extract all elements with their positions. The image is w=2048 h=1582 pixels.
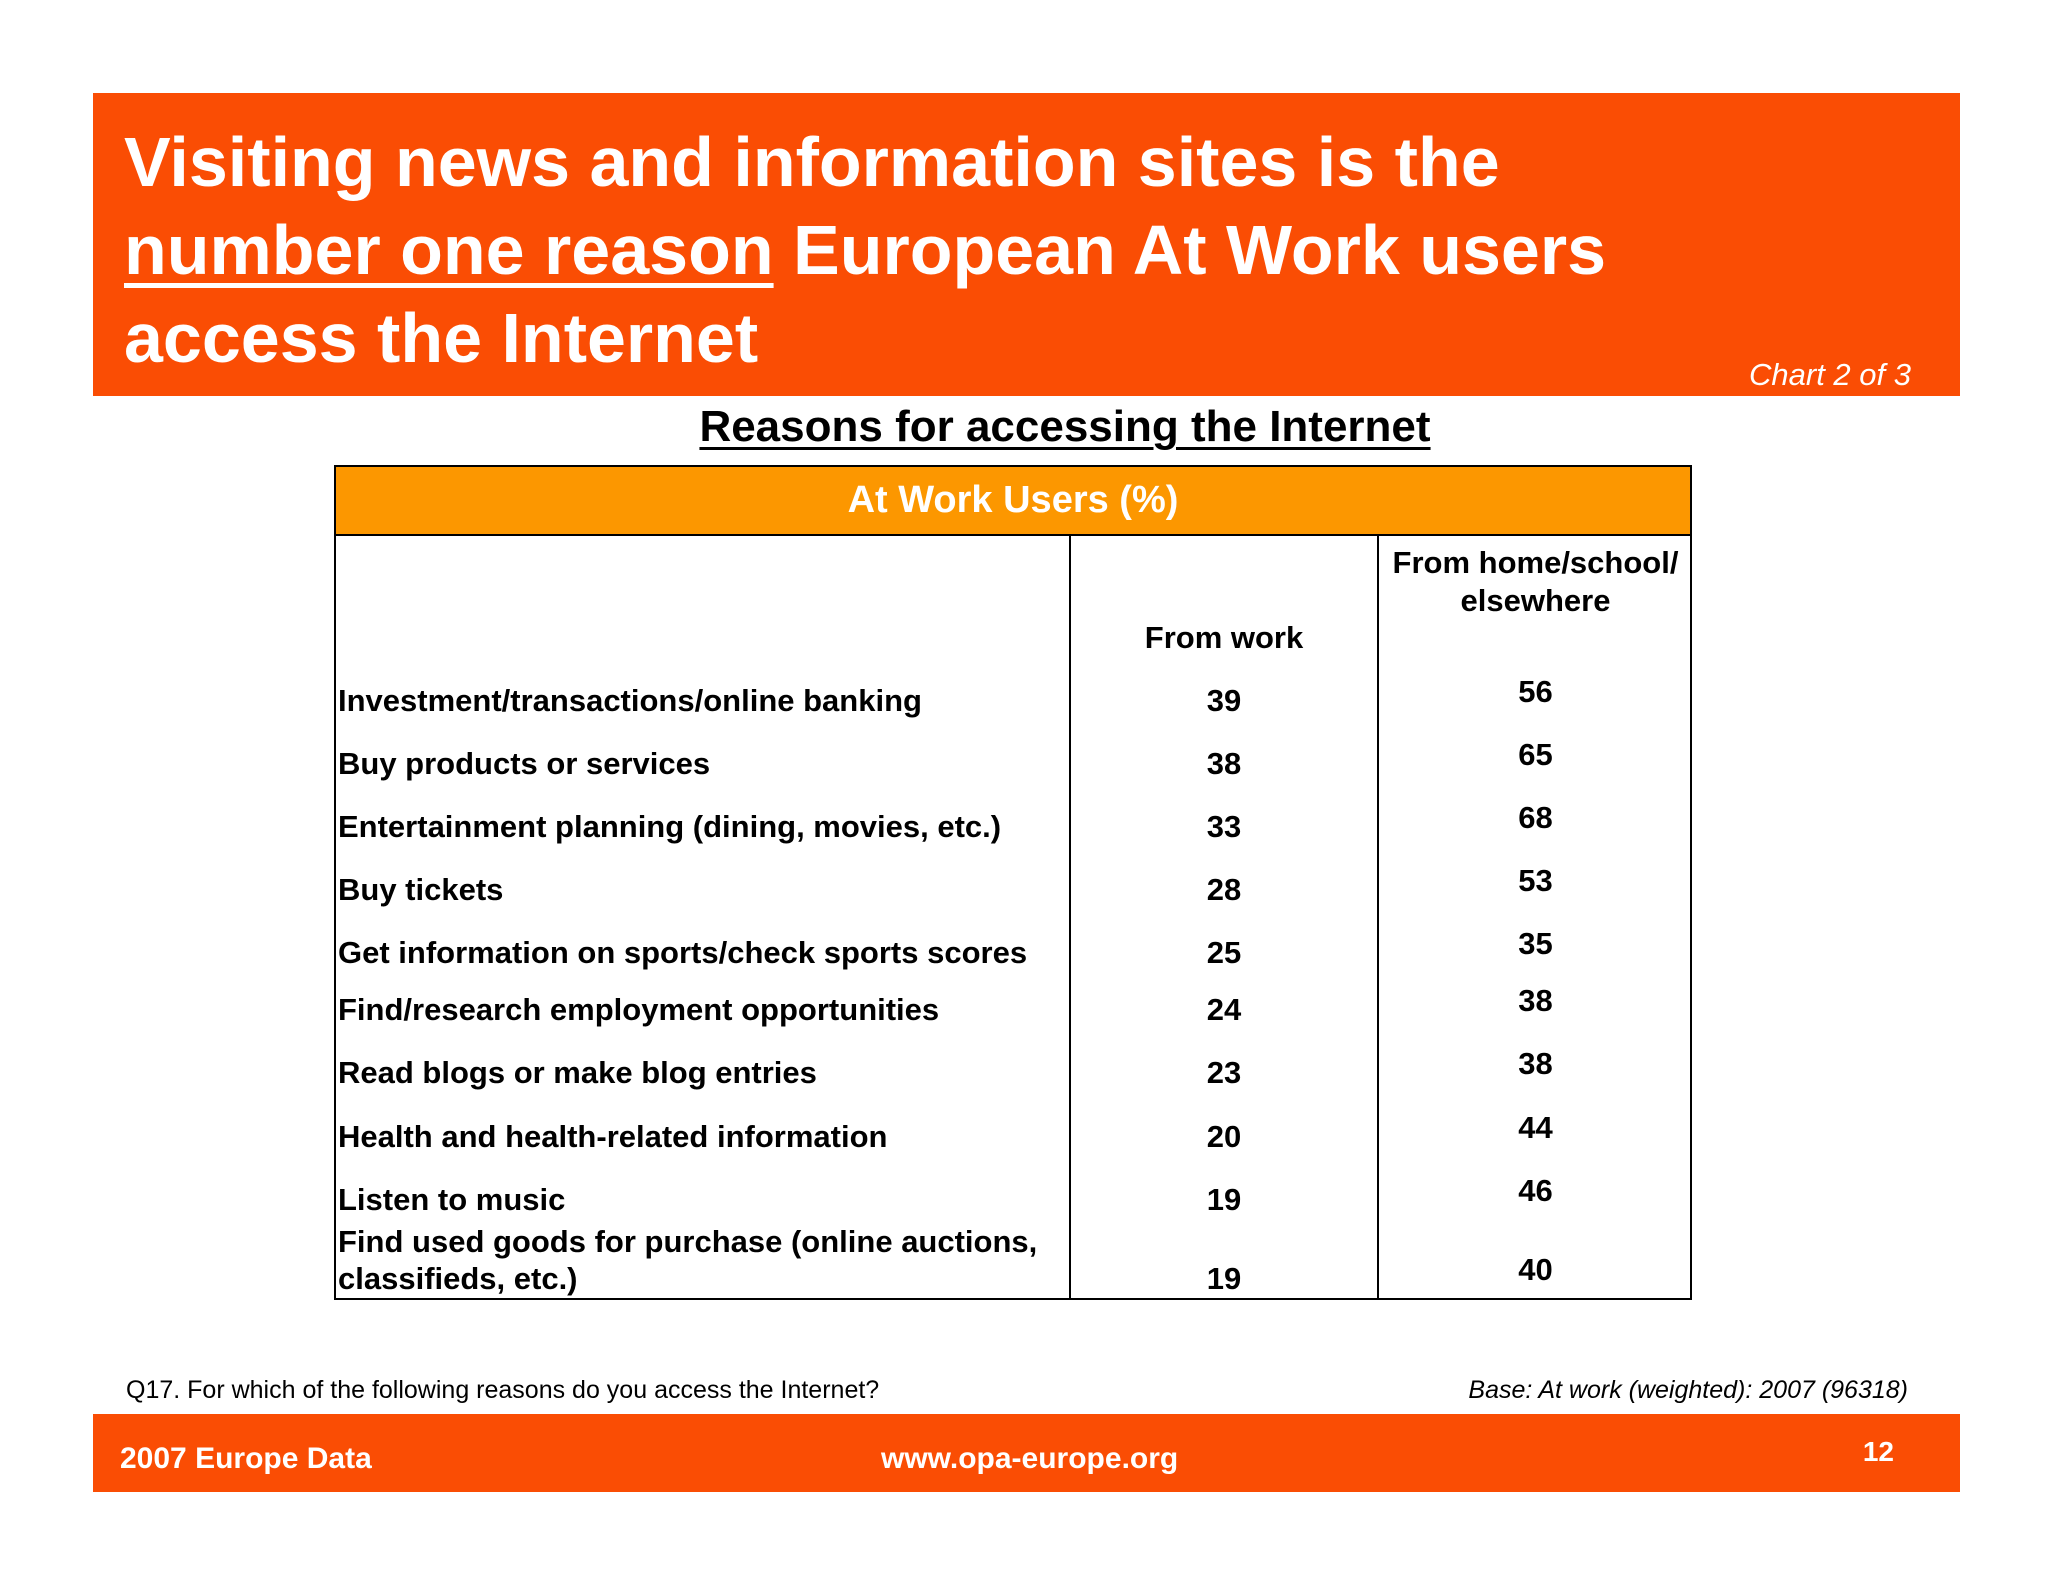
row-label: Entertainment planning (dining, movies, …: [338, 809, 1002, 844]
title-emphasis: number one reason: [124, 211, 774, 289]
question-note: Q17. For which of the following reasons …: [126, 1376, 880, 1404]
value-from-home: 53: [1518, 863, 1553, 898]
row-label: Buy products or services: [338, 746, 711, 781]
value-from-home: 40: [1518, 1252, 1553, 1287]
title-line-2: European At Work users: [773, 211, 1607, 289]
page-title: Visiting news and information sites is t…: [124, 118, 1824, 382]
value-from-work: 38: [1206, 746, 1242, 781]
value-from-home: 38: [1518, 1046, 1553, 1081]
row-label: Listen to music: [338, 1182, 566, 1217]
title-line-1: Visiting news and information sites is t…: [124, 123, 1500, 201]
footer-link[interactable]: www.opa-europe.org: [881, 1442, 1179, 1475]
data-table: At Work Users (%) From work From home/sc…: [334, 465, 1692, 1300]
table-row: Find/research employment opportunities 24…: [336, 467, 1690, 1028]
value-from-home: 65: [1518, 737, 1553, 772]
value-from-home: 56: [1518, 674, 1553, 709]
table-row: Find used goods for purchase (online auc…: [336, 467, 1690, 1297]
footer-label: 2007 Europe Data: [120, 1442, 372, 1475]
column-header-from-home: From home/school/ elsewhere: [1392, 545, 1679, 618]
table-row: Health and health-related information 20 4…: [336, 467, 1690, 1155]
page-number: 12: [1862, 1436, 1894, 1467]
column-divider: [1069, 536, 1071, 1298]
value-from-work: 28: [1206, 872, 1242, 907]
table-row: Read blogs or make blog entries 23 38: [336, 467, 1690, 1091]
value-from-work: 25: [1206, 935, 1242, 970]
group-header: At Work Users (%): [336, 467, 1690, 536]
value-from-work: 19: [1206, 1261, 1242, 1296]
value-from-work: 20: [1206, 1119, 1242, 1154]
table-title: Reasons for accessing the Internet: [699, 402, 1431, 451]
row-label: Health and health-related information: [338, 1119, 888, 1154]
table-row: Entertainment planning (dining, movies, …: [336, 467, 1690, 845]
value-from-home: 38: [1518, 983, 1553, 1018]
value-from-work: 33: [1206, 809, 1242, 844]
title-line-3: access the Internet: [124, 299, 759, 377]
column-header-from-work: From work: [1144, 620, 1304, 655]
table-row: Investment/transactions/online banking 39…: [336, 467, 1690, 719]
table-row: Buy tickets 28 53: [336, 467, 1690, 908]
value-from-work: 39: [1206, 683, 1242, 718]
base-note: Base: At work (weighted): 2007 (96318): [1468, 1376, 1908, 1404]
chart-counter: Chart 2 of 3: [1749, 357, 1911, 392]
value-from-home: 46: [1518, 1173, 1553, 1208]
value-from-work: 24: [1206, 992, 1242, 1027]
column-divider: [1377, 536, 1379, 1298]
value-from-home: 44: [1518, 1110, 1553, 1145]
row-label: Find/research employment opportunities: [338, 992, 940, 1027]
row-label: Find used goods for purchase (online auc…: [338, 1224, 1038, 1296]
table-row: Buy products or services 38 65: [336, 467, 1690, 782]
value-from-home: 35: [1518, 926, 1553, 961]
footer-bar: 2007 Europe Data www.opa-europe.org 12: [93, 1414, 1960, 1492]
value-from-work: 23: [1206, 1055, 1242, 1090]
row-label: Get information on sports/check sports s…: [338, 935, 1028, 970]
table-row: Get information on sports/check sports s…: [336, 467, 1690, 971]
title-banner: [93, 93, 1960, 396]
value-from-home: 68: [1518, 800, 1553, 835]
row-label: Buy tickets: [338, 872, 504, 907]
row-label: Read blogs or make blog entries: [338, 1055, 817, 1090]
row-label: Investment/transactions/online banking: [338, 683, 922, 718]
value-from-work: 19: [1206, 1182, 1242, 1217]
table-row: Listen to music 19 46: [336, 467, 1690, 1218]
